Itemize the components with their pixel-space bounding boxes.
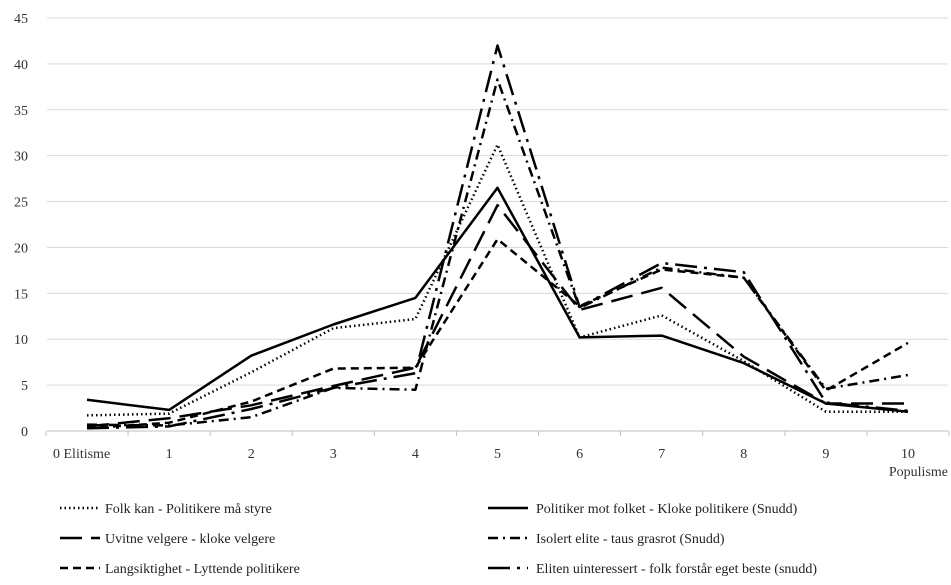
y-tick-label: 30 — [14, 150, 28, 165]
y-tick-label: 20 — [14, 241, 28, 256]
series-line — [86, 203, 908, 428]
x-tick-label: 9 — [822, 447, 829, 462]
legend: Folk kan - Politikere må styre Politiker … — [60, 502, 817, 577]
x-tick-label: 0 Elitisme — [53, 447, 110, 462]
x-tick-label: 6 — [576, 447, 583, 462]
series-line — [86, 186, 909, 413]
legend-label: Folk kan - Politikere må styre — [105, 502, 272, 517]
gridlines — [47, 17, 948, 386]
y-tick-label: 15 — [14, 287, 28, 302]
legend-label: Isolert elite - taus grasrot (Snudd) — [536, 532, 725, 547]
legend-label: Politiker mot folket - Kloke politikere … — [536, 502, 798, 517]
y-tick-label: 40 — [14, 58, 28, 73]
series-line — [86, 78, 909, 427]
y-tick-label: 5 — [21, 379, 28, 394]
y-tick-label: 25 — [14, 196, 28, 211]
legend-label: Eliten uinteressert - folk forstår eget … — [536, 562, 817, 577]
series-line — [86, 44, 909, 430]
y-tick-label: 10 — [14, 333, 28, 348]
x-tick-label: 1 — [166, 447, 173, 462]
x-axis — [45, 430, 950, 436]
x-tick-label: 3 — [330, 447, 337, 462]
legend-label: Langsiktighet - Lyttende politikere — [105, 562, 300, 577]
y-tick-label: 35 — [14, 104, 28, 119]
x-tick-label: 8 — [740, 447, 747, 462]
x-axis-tick-labels: 0 Elitisme 1 2 3 4 5 6 7 8 9 10 — [53, 447, 915, 462]
x-tick-label: 5 — [494, 447, 501, 462]
x-tick-label: 2 — [248, 447, 255, 462]
y-tick-label: 0 — [21, 425, 28, 440]
y-axis-tick-labels: 0 5 10 15 20 25 30 35 40 45 — [14, 12, 28, 440]
x-tick-label: 7 — [658, 447, 665, 462]
series-line — [86, 237, 909, 430]
series-line — [86, 143, 908, 417]
legend-label: Uvitne velgere - kloke velgere — [105, 532, 275, 547]
x-tick-label: 4 — [412, 447, 419, 462]
x-tick-label: 10 — [901, 447, 915, 462]
y-tick-label: 45 — [14, 12, 28, 27]
x-axis-end-label: Populisme — [889, 465, 948, 480]
series-lines — [86, 44, 909, 430]
